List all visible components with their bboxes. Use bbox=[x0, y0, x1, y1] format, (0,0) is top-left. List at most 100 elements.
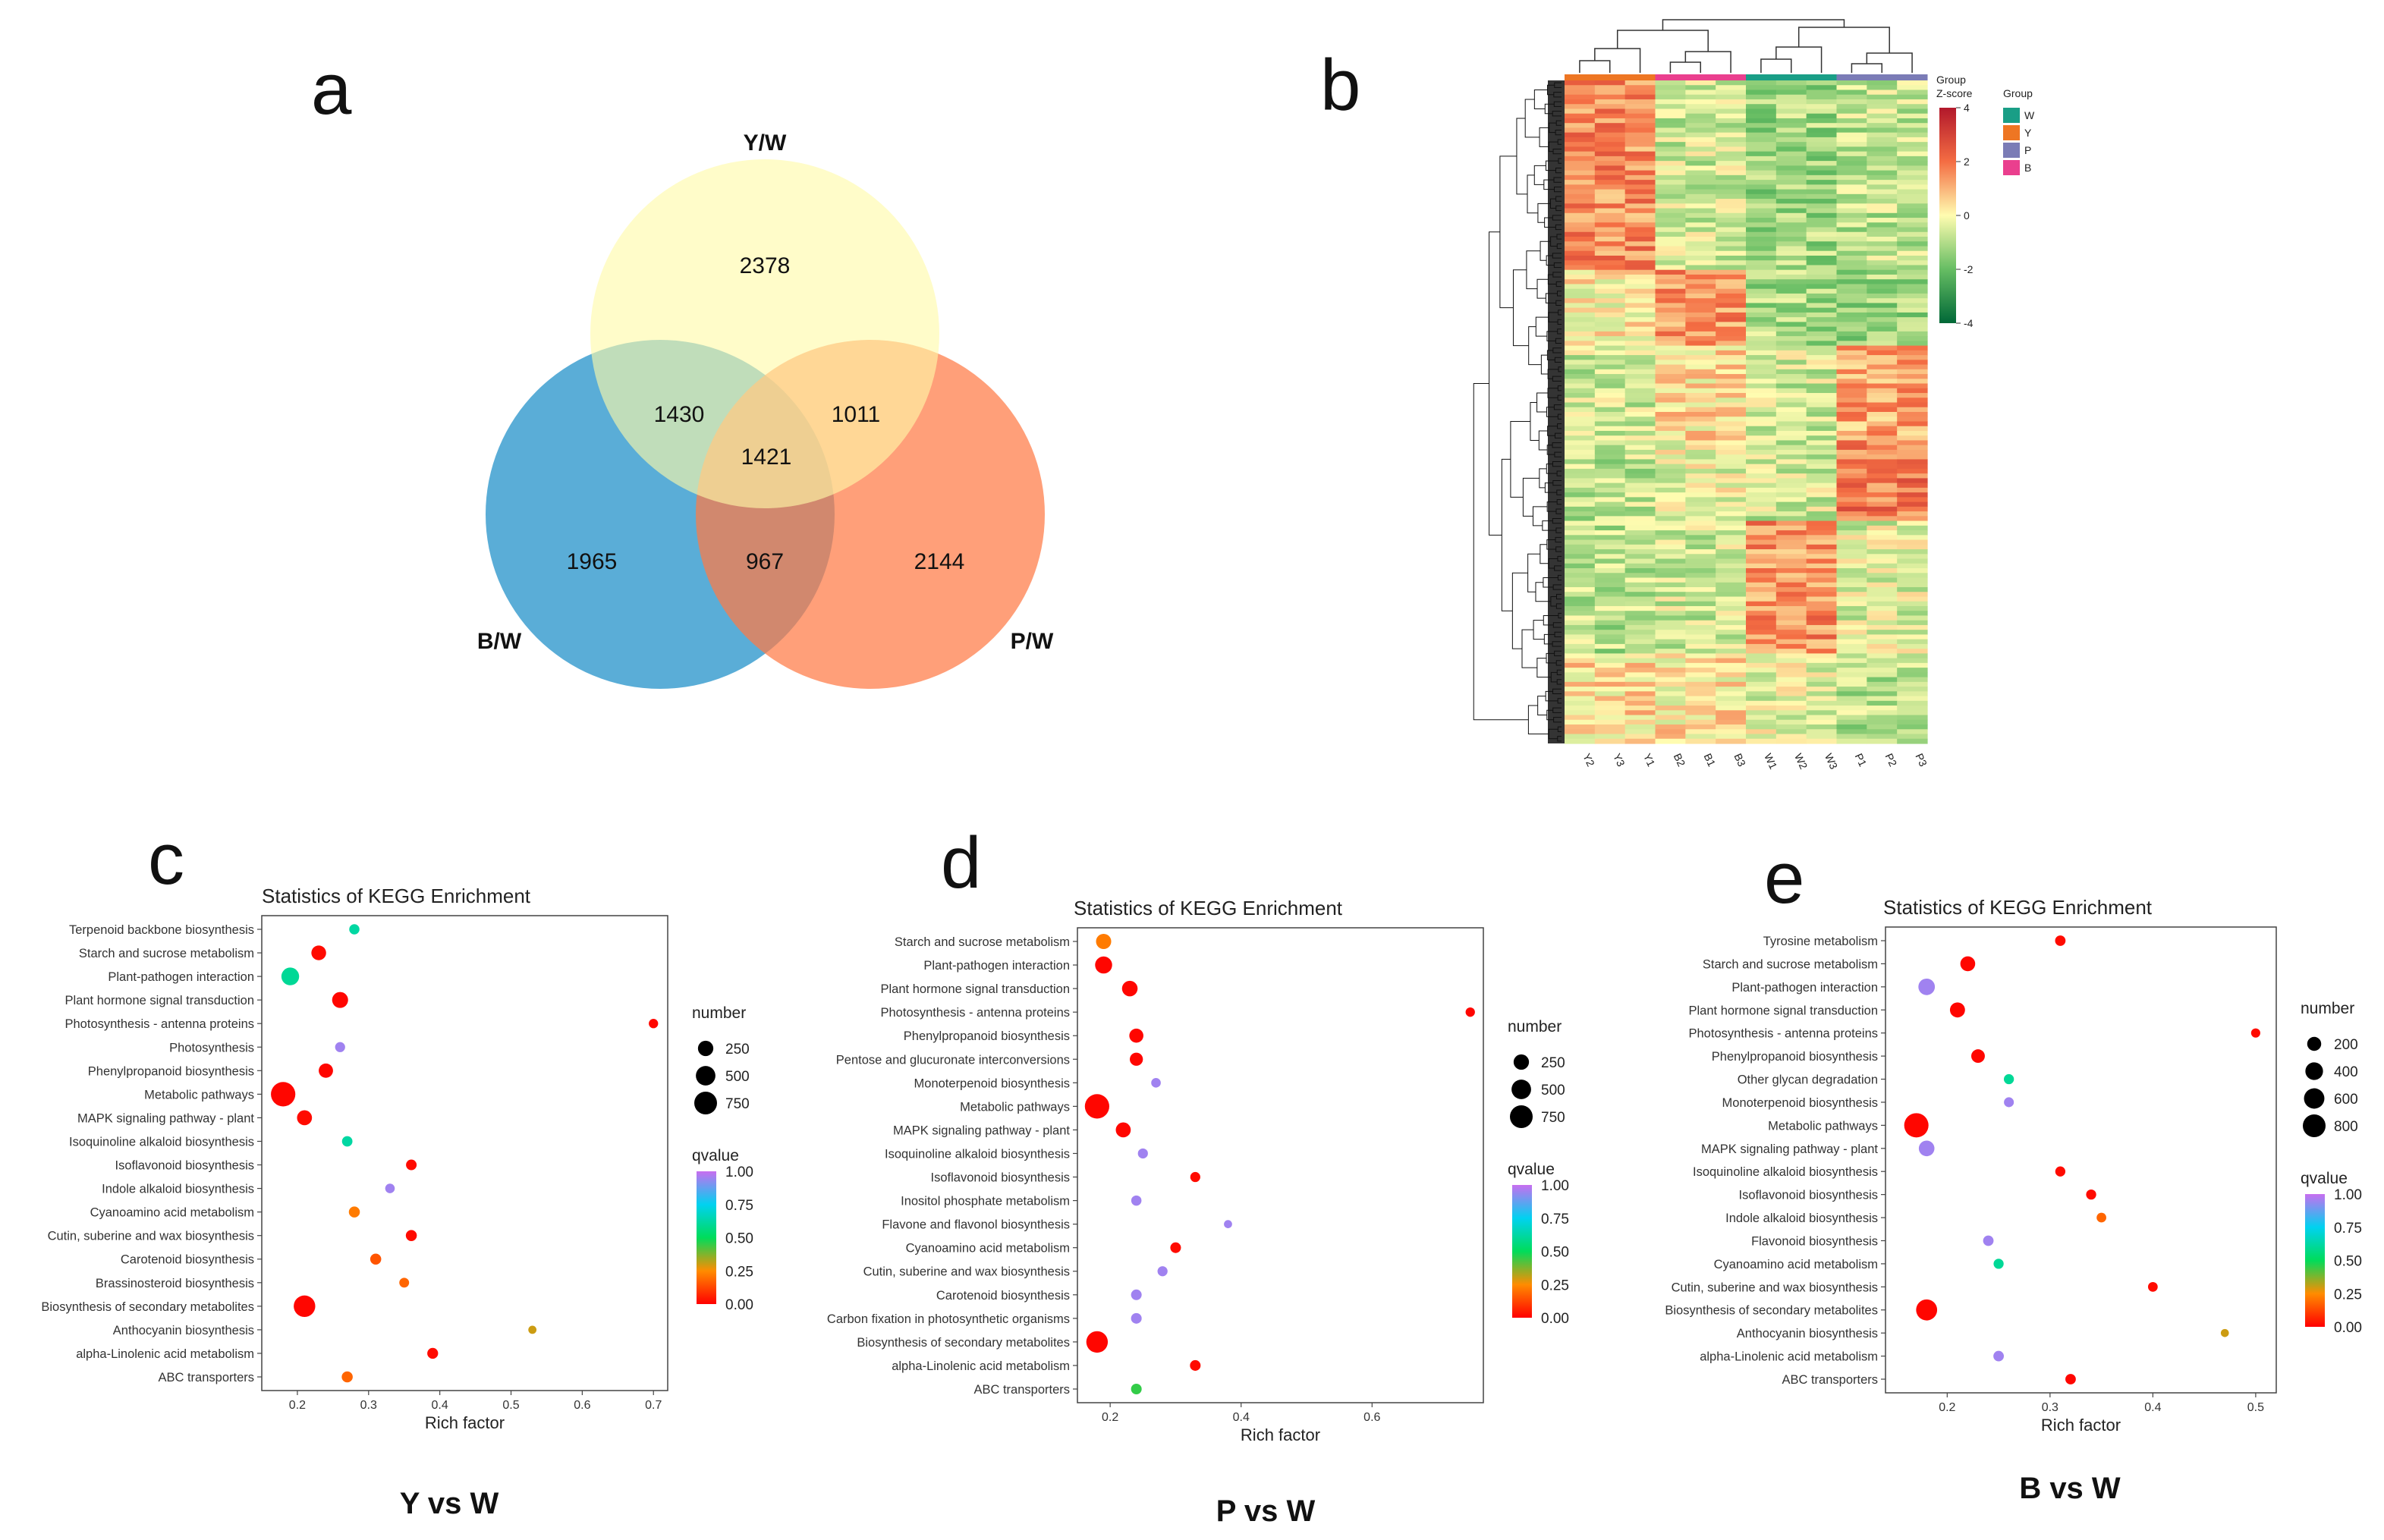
dendrogram-link bbox=[1538, 430, 1548, 451]
heatmap-cell bbox=[1685, 360, 1716, 366]
heatmap-cell bbox=[1685, 142, 1716, 147]
heatmap-cell bbox=[1897, 653, 1928, 659]
heatmap-cell bbox=[1897, 478, 1928, 484]
heatmap-cell bbox=[1836, 416, 1867, 423]
heatmap-cell bbox=[1867, 156, 1898, 162]
heatmap-cell bbox=[1775, 255, 1807, 261]
heatmap-cell bbox=[1685, 85, 1716, 91]
heatmap-cell bbox=[1594, 341, 1626, 347]
kegg-point bbox=[2003, 1073, 2014, 1085]
heatmap-cell bbox=[1685, 255, 1716, 261]
heatmap-cell bbox=[1775, 99, 1807, 105]
heatmap-cell bbox=[1775, 104, 1807, 110]
heatmap-cell bbox=[1565, 549, 1596, 555]
heatmap-cell bbox=[1897, 293, 1928, 299]
heatmap-cell bbox=[1685, 482, 1716, 489]
heatmap-cell bbox=[1867, 449, 1898, 455]
heatmap-cell bbox=[1655, 449, 1686, 455]
venn-count-b-p: 967 bbox=[746, 549, 784, 574]
heatmap-cell bbox=[1565, 473, 1596, 479]
heatmap-cell bbox=[1897, 605, 1928, 611]
kegg-x-tick-label: 0.6 bbox=[574, 1399, 590, 1412]
heatmap-cell bbox=[1775, 544, 1807, 550]
kegg-point bbox=[649, 1019, 659, 1029]
heatmap-cell bbox=[1655, 544, 1686, 550]
heatmap-cell bbox=[1594, 653, 1626, 659]
heatmap-cell bbox=[1806, 421, 1838, 427]
heatmap-cell bbox=[1716, 696, 1747, 702]
heatmap-cell bbox=[1624, 94, 1656, 100]
heatmap-cell bbox=[1624, 307, 1656, 313]
heatmap-cell bbox=[1594, 624, 1626, 630]
heatmap-cell bbox=[1775, 374, 1807, 379]
heatmap-cell bbox=[1806, 274, 1838, 280]
heatmap-cell bbox=[1836, 85, 1867, 91]
heatmap-cell bbox=[1655, 218, 1686, 223]
heatmap-cell bbox=[1836, 307, 1867, 313]
heatmap-cell bbox=[1624, 554, 1656, 560]
heatmap-cell bbox=[1867, 326, 1898, 332]
heatmap-cell bbox=[1594, 696, 1626, 702]
heatmap-cell bbox=[1565, 269, 1596, 275]
heatmap-cell bbox=[1746, 653, 1777, 659]
heatmap-cell bbox=[1565, 449, 1596, 455]
heatmap-cell bbox=[1746, 255, 1777, 261]
heatmap-cell bbox=[1685, 430, 1716, 436]
heatmap-cell bbox=[1716, 237, 1747, 242]
heatmap-cell bbox=[1594, 317, 1626, 322]
heatmap-cell bbox=[1867, 586, 1898, 592]
kegg-point bbox=[1918, 978, 1936, 995]
kegg-point bbox=[335, 1042, 345, 1052]
heatmap-cell bbox=[1716, 482, 1747, 489]
heatmap-cell bbox=[1594, 336, 1626, 341]
heatmap-cell bbox=[1565, 379, 1596, 385]
heatmap-cell bbox=[1594, 511, 1626, 517]
heatmap-cell bbox=[1565, 279, 1596, 285]
heatmap-cell bbox=[1624, 170, 1656, 176]
heatmap-cell bbox=[1685, 544, 1716, 550]
heatmap-cell bbox=[1594, 668, 1626, 673]
heatmap-cell bbox=[1746, 473, 1777, 479]
heatmap-cell bbox=[1867, 445, 1898, 451]
venn-diagram: Y/W B/W P/W 2378 1430 1011 1421 1965 967… bbox=[477, 130, 1054, 689]
heatmap-cell bbox=[1806, 218, 1838, 223]
kegg-term-label: alpha-Linolenic acid metabolism bbox=[892, 1359, 1070, 1373]
heatmap-cell bbox=[1685, 468, 1716, 474]
heatmap-cell bbox=[1836, 222, 1867, 228]
kegg-size-legend-title: number bbox=[692, 1004, 746, 1022]
heatmap-cell bbox=[1716, 104, 1747, 110]
heatmap-cell bbox=[1565, 544, 1596, 550]
heatmap-cell bbox=[1565, 662, 1596, 668]
heatmap-cell bbox=[1565, 520, 1596, 526]
heatmap-cell bbox=[1685, 307, 1716, 313]
heatmap-cell bbox=[1685, 274, 1716, 280]
kegg-term-label: ABC transporters bbox=[158, 1371, 254, 1384]
heatmap-cell bbox=[1775, 326, 1807, 332]
heatmap-cell bbox=[1775, 398, 1807, 404]
heatmap-cell bbox=[1806, 118, 1838, 124]
heatmap-cell bbox=[1594, 687, 1626, 692]
heatmap-cell bbox=[1897, 535, 1928, 541]
kegg-point bbox=[1095, 956, 1112, 974]
heatmap-cell bbox=[1565, 734, 1596, 740]
heatmap-cell bbox=[1775, 706, 1807, 711]
heatmap-cell bbox=[1685, 104, 1716, 110]
kegg-qvalue-legend-title: qvalue bbox=[2301, 1170, 2348, 1187]
dendrogram-link bbox=[1522, 477, 1540, 517]
heatmap-cell bbox=[1806, 80, 1838, 86]
heatmap-cell bbox=[1836, 364, 1867, 370]
heatmap-cell bbox=[1746, 639, 1777, 645]
heatmap-cell bbox=[1685, 473, 1716, 479]
group-bar-cell bbox=[1716, 74, 1747, 82]
heatmap-cell bbox=[1624, 568, 1656, 574]
heatmap-cell bbox=[1594, 719, 1626, 725]
heatmap-cell bbox=[1897, 426, 1928, 432]
heatmap-cell bbox=[1867, 298, 1898, 304]
heatmap-cell bbox=[1806, 696, 1838, 702]
heatmap-cell bbox=[1775, 307, 1807, 313]
heatmap-cell bbox=[1685, 426, 1716, 432]
heatmap-cell bbox=[1775, 274, 1807, 280]
heatmap-cell bbox=[1565, 582, 1596, 588]
kegg-qvalue-tick-label: 0.50 bbox=[1541, 1245, 1569, 1261]
heatmap-cell bbox=[1897, 577, 1928, 583]
